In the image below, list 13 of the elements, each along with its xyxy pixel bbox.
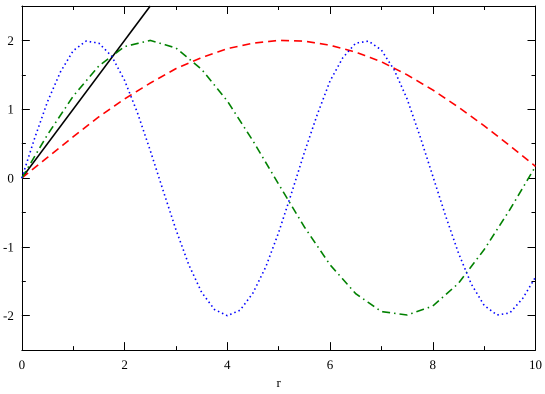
x-tick-label: 4 xyxy=(224,357,232,372)
y-tick-label: 1 xyxy=(7,102,14,117)
x-tick-label: 10 xyxy=(529,357,542,372)
x-tick-label: 0 xyxy=(18,357,26,372)
y-tick-label: -1 xyxy=(2,239,14,254)
x-tick-label: 6 xyxy=(326,357,334,372)
y-tick-label: 2 xyxy=(7,32,14,48)
x-axis-title: r xyxy=(276,375,282,390)
y-tick-label: 0 xyxy=(7,170,14,186)
x-tick-label: 2 xyxy=(121,357,128,372)
line-series xyxy=(21,40,536,179)
y-tick-label: -2 xyxy=(2,308,14,324)
x-tick-label: 8 xyxy=(430,357,436,372)
